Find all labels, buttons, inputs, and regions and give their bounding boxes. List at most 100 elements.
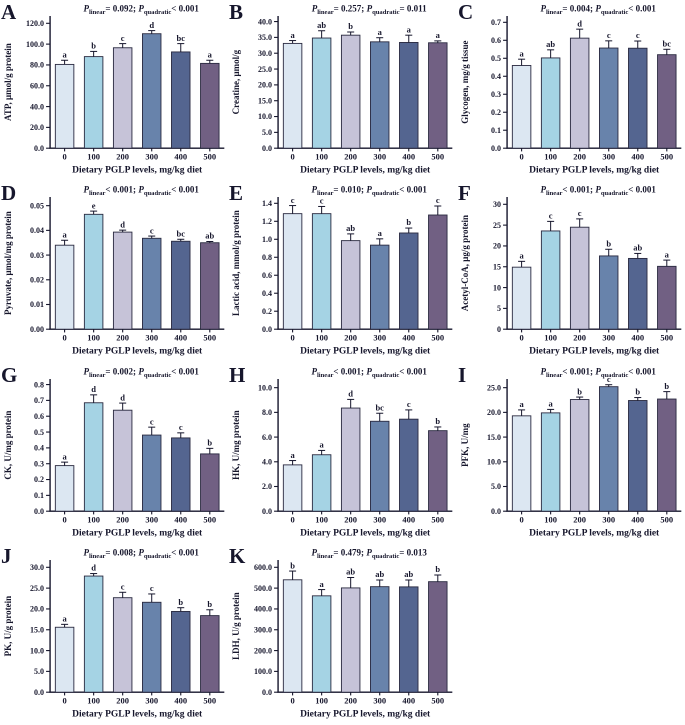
y-tick-label: 0.4 <box>34 443 44 452</box>
p-value-annotation: Plinear< 0.001; Pquadratic< 0.001 <box>540 185 656 197</box>
panel-label: C <box>458 0 473 24</box>
x-tick-label: 300 <box>145 514 158 524</box>
sig-letter: b <box>664 380 669 390</box>
x-axis-label: Dietary PGLP levels, mg/kg diet <box>72 709 203 719</box>
x-tick-label: 100 <box>316 514 329 524</box>
y-tick-label: 0.0 <box>262 325 272 334</box>
bar <box>598 255 619 330</box>
sig-letter: a <box>62 451 67 461</box>
y-tick-label: 0.8 <box>262 253 272 262</box>
sig-letter: c <box>548 211 552 221</box>
x-tick-label: 100 <box>316 333 329 343</box>
x-axis-label: Dietary PGLP levels, mg/kg diet <box>300 528 431 538</box>
y-tick-label: 100.0 <box>26 40 44 49</box>
x-tick-label: 0 <box>62 152 66 162</box>
bar <box>200 614 220 693</box>
sig-letter: a <box>519 48 524 58</box>
y-tick-label: 10.0 <box>30 646 44 655</box>
y-tick-label: 0.0 <box>262 144 272 153</box>
x-tick-label: 500 <box>203 333 216 343</box>
p-value-annotation: Plinear= 0.257; Pquadratic= 0.011 <box>312 4 427 16</box>
panel-F: F Plinear< 0.001; Pquadratic< 0.001 0 5 10 15… <box>457 181 685 362</box>
y-tick-label: 1.0 <box>262 235 272 244</box>
y-tick-label: 20.0 <box>30 123 44 132</box>
y-tick-label: 0.7 <box>34 396 44 405</box>
y-axis-label: Lactic acid, mmol/g protein <box>231 210 241 316</box>
y-tick-label: 120.0 <box>26 19 44 28</box>
x-tick-label: 100 <box>316 695 329 705</box>
sig-letter: c <box>291 195 295 205</box>
x-tick-label: 400 <box>403 695 416 705</box>
panel-H: H Plinear< 0.001; Pquadratic< 0.001 0.0 2.0… <box>228 363 456 544</box>
p-value-annotation: Plinear= 0.479; Pquadratic= 0.013 <box>312 547 428 559</box>
y-tick-label: 10.0 <box>258 112 272 121</box>
y-tick-label: 0.4 <box>491 72 501 81</box>
bar <box>312 37 332 149</box>
y-tick-label: 30.0 <box>258 49 272 58</box>
x-tick-label: 0 <box>62 333 66 343</box>
bar <box>511 266 531 330</box>
y-tick-label: 0 <box>497 325 501 334</box>
sig-letter: a <box>320 439 325 449</box>
x-tick-label: 100 <box>87 152 100 162</box>
sig-letter: d <box>120 392 125 402</box>
x-tick-label: 400 <box>174 333 187 343</box>
x-tick-label: 500 <box>660 152 673 162</box>
sig-letter: b <box>349 21 354 31</box>
y-tick-label: 5.0 <box>262 128 272 137</box>
y-tick-label: 10.0 <box>487 457 501 466</box>
y-tick-label: 0.2 <box>34 475 44 484</box>
sig-letter: c <box>577 208 581 218</box>
bar <box>656 54 677 149</box>
bar <box>283 213 303 330</box>
sig-letter: ab <box>205 231 214 241</box>
sig-letter: c <box>320 196 324 206</box>
sig-letter: c <box>121 33 125 43</box>
sig-letter: bc <box>177 33 186 43</box>
sig-letter: ab <box>347 223 356 233</box>
panel-A: A Plinear= 0.092; Pquadratic< 0.001 0.0 20.… <box>0 0 228 181</box>
x-tick-label: 200 <box>116 333 129 343</box>
sig-letter: b <box>91 41 96 51</box>
x-tick-label: 300 <box>145 695 158 705</box>
sig-letter: a <box>291 30 296 40</box>
y-tick-label: 35.0 <box>258 33 272 42</box>
x-tick-label: 200 <box>573 333 586 343</box>
panel-label: D <box>1 181 16 205</box>
y-tick-label: 20.0 <box>258 81 272 90</box>
y-tick-label: 0.1 <box>491 126 501 135</box>
panel-G: G Plinear= 0.002; Pquadratic< 0.001 0.0 0.1… <box>0 363 228 544</box>
panel-H-chart: H Plinear< 0.001; Pquadratic< 0.001 0.0 2.0… <box>229 363 453 538</box>
y-tick-label: 15.0 <box>258 96 272 105</box>
y-tick-label: 0.2 <box>262 307 272 316</box>
sig-letter: c <box>407 399 411 409</box>
sig-letter: c <box>636 30 640 40</box>
bar <box>54 63 75 149</box>
bar <box>399 586 419 693</box>
bar <box>54 626 75 693</box>
bar <box>399 232 419 330</box>
bar <box>171 610 191 693</box>
x-tick-label: 0 <box>519 152 523 162</box>
y-tick-label: 300.0 <box>254 625 272 634</box>
y-tick-label: 0.6 <box>34 411 44 420</box>
y-tick-label: 25.0 <box>30 584 44 593</box>
bar <box>370 41 390 149</box>
sig-letter: ab <box>317 20 326 30</box>
panel-label: A <box>1 0 17 24</box>
sig-letter: a <box>62 49 67 59</box>
bar <box>656 266 677 330</box>
panel-E-chart: E Plinear= 0.010; Pquadratic< 0.001 0.0 0.2… <box>229 181 453 357</box>
y-tick-label: 80.0 <box>30 61 44 70</box>
panel-F-chart: F Plinear< 0.001; Pquadratic< 0.001 0 5 10 15… <box>458 181 681 357</box>
sig-letter: bc <box>177 229 186 239</box>
x-tick-label: 500 <box>203 695 216 705</box>
y-tick-label: 0.05 <box>30 202 44 211</box>
panel-C: C Plinear= 0.004; Pquadratic< 0.001 0.0 0.1… <box>457 0 685 181</box>
panel-label: E <box>229 181 243 205</box>
y-axis-label: CK, U/mg protein <box>3 410 13 479</box>
bar <box>83 401 104 512</box>
sig-letter: ab <box>405 569 414 579</box>
bar <box>656 398 677 512</box>
x-tick-label: 500 <box>660 514 673 524</box>
